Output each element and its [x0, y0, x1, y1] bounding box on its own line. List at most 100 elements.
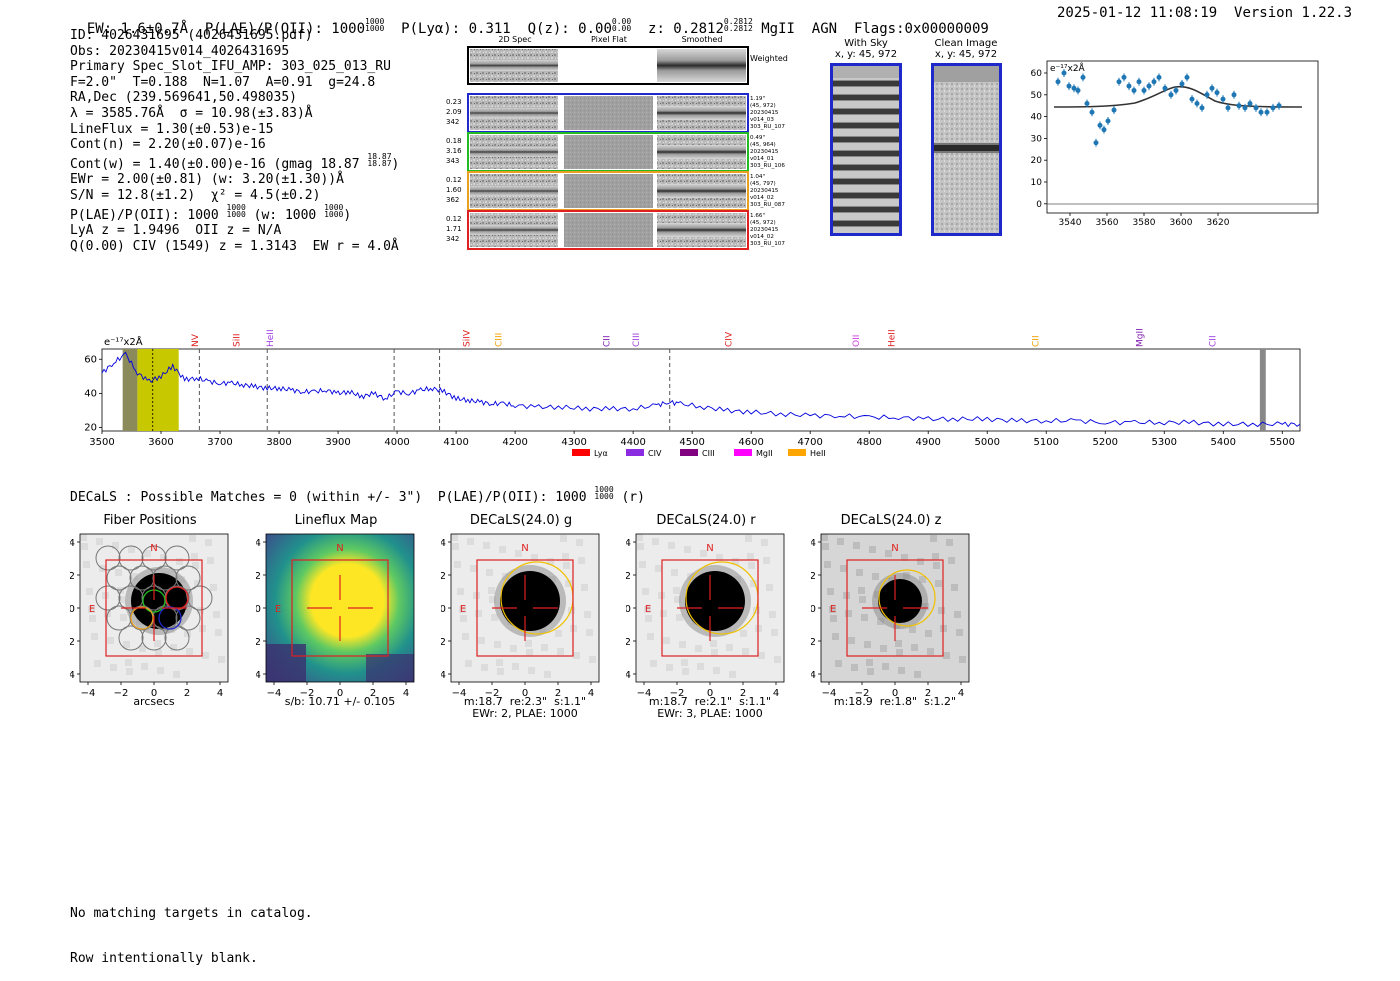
zoom-ytick: 60: [1031, 69, 1043, 79]
zoom-point: [1089, 109, 1095, 115]
header-agn: AGN: [811, 21, 838, 37]
panel-xtick: −4: [81, 688, 96, 699]
panel-xtick: 0: [892, 688, 898, 699]
zoom-point: [1146, 83, 1152, 89]
header-plae: P(LAE)/P(OII): 1000: [204, 21, 366, 37]
spectrum-xtick: 3700: [207, 437, 232, 448]
cutout-right-text: 1.04": [750, 174, 765, 180]
zoom-point: [1214, 90, 1220, 96]
spectrum-xtick: 3900: [325, 437, 350, 448]
zoom-point: [1168, 92, 1174, 98]
col-2d-label: 2D Spec: [498, 35, 531, 44]
decals-header: DECaLS : Possible Matches = 0 (within +/…: [70, 485, 645, 506]
panel-ytick: 2: [811, 571, 816, 582]
cutout-right-text: 0.49": [750, 135, 765, 141]
zoom-point: [1121, 74, 1127, 80]
compass-n: N: [150, 543, 157, 554]
compass-n: N: [706, 543, 713, 554]
weighted-sum-label: Weighted Sum: [750, 54, 790, 63]
cutout-left-text: 342: [446, 235, 459, 243]
panel-ytick: −4: [70, 670, 75, 681]
info-lineflux: LineFlux = 1.30(±0.53)e-15: [70, 121, 274, 137]
cutout-left-text: 3.16: [446, 147, 462, 155]
spectrum-xtick: 4800: [856, 437, 881, 448]
cutout-right-text: 303_RU_087: [750, 202, 785, 208]
info-qciv: Q(0.00) CIV (1549) z = 1.3143 EW r = 4.0…: [70, 238, 399, 254]
zoom-point: [1270, 105, 1276, 111]
zoom-point: [1101, 127, 1107, 133]
zoom-point: [1225, 105, 1231, 111]
emission-line-label: NV: [191, 333, 201, 347]
info-id: ID: 4026431695 (4026431695.pdf): [70, 28, 313, 43]
panel-caption: m:18.7 re:2.3" s:1.1" EWr: 2, PLAE: 1000: [463, 695, 587, 720]
panel-title: DECaLS(24.0) z: [840, 513, 942, 528]
col-flat-label: Pixel Flat: [591, 35, 627, 44]
panel-xtick: 2: [555, 688, 561, 699]
zoom-point: [1242, 105, 1248, 111]
zoom-point: [1136, 79, 1142, 85]
panel-image: N E 4 2 0 −2 −4 −4 −2 0 2 4: [811, 533, 970, 699]
panel-ytick: 4: [256, 538, 261, 549]
cutout-left-text: 0.12: [446, 176, 462, 184]
panel-xtick: −4: [822, 688, 837, 699]
cutout-flat: [564, 174, 653, 208]
sky-band: [1259, 349, 1266, 431]
panel-image: N E 4 2 0 −2 −4 −4 −2 0 2 4: [70, 533, 229, 699]
emission-line-label: CIII: [495, 333, 505, 347]
panel-xtick: 0: [151, 688, 157, 699]
zoom-point: [1071, 85, 1077, 91]
spectrum-unit: e⁻¹⁷x2Å: [104, 335, 143, 348]
zoom-point: [1173, 87, 1179, 93]
panel-caption: arcsecs: [133, 695, 175, 708]
panel-ytick: 4: [441, 538, 446, 549]
zoom-point: [1247, 101, 1253, 107]
info-radec: RA,Dec (239.569641,50.498035): [70, 90, 297, 106]
clean-image: [931, 63, 1002, 236]
zoom-point: [1105, 118, 1111, 124]
emission-line-label: HeII: [266, 329, 276, 347]
cutout-left-text: 0.23: [446, 98, 462, 106]
panel-ytick: −2: [256, 637, 261, 648]
compass-e: E: [830, 604, 836, 615]
cutout-flat: [564, 213, 653, 247]
zoom-xtick: 3540: [1059, 218, 1082, 228]
info-contw: Cont(w) = 1.40(±0.00)e-16 (gmag 18.87 18…: [70, 151, 400, 172]
zoom-point: [1131, 87, 1137, 93]
zoom-point: [1151, 79, 1157, 85]
emission-line-label: MgII: [1135, 328, 1145, 347]
footer: No matching targets in catalog. Row inte…: [70, 876, 313, 981]
spectrum-xtick: 5400: [1211, 437, 1236, 448]
cutout-left-text: 1.60: [446, 186, 462, 194]
zoom-point: [1097, 122, 1103, 128]
info-contn: Cont(n) = 2.20(±0.07)e-16: [70, 137, 266, 153]
zoom-point: [1162, 85, 1168, 91]
spectrum-xtick: 4700: [797, 437, 822, 448]
legend-swatch: [626, 449, 644, 456]
info-fwhm: F=2.0" T=0.188 N=1.07 A=0.91 g=24.8: [70, 74, 376, 90]
panel-xtick: 4: [588, 688, 594, 699]
zoom-point: [1220, 96, 1226, 102]
spectrum-xtick: 4900: [915, 437, 940, 448]
zoom-point: [1080, 74, 1086, 80]
panel-caption: s/b: 10.71 +/- 0.105: [284, 695, 396, 708]
with-sky-title: With Sky x, y: 45, 972: [834, 38, 898, 60]
header-flags: Flags:0x00000009: [853, 21, 989, 37]
spectrum-xtick: 3600: [148, 437, 173, 448]
legend-label: HeII: [810, 449, 826, 458]
zoom-xtick: 3560: [1096, 218, 1119, 228]
spectrum-xtick: 4500: [679, 437, 704, 448]
zoom-chart: e⁻¹⁷x2Å 60 50 40 30 20 10 0 3540 3560 3580 3600 36…: [1031, 60, 1319, 228]
emission-line-label: HeII: [888, 329, 898, 347]
panel-image: N E 4 2 0 −2 −4 −4 −2 0 2 4: [626, 533, 785, 699]
panel-xtick: 2: [740, 688, 746, 699]
panel-image: N E 4 2 0 −2 −4 −4 −2 0 2 4: [256, 533, 415, 699]
cutout-left-text: 1.71: [446, 225, 462, 233]
panel-xtick: 4: [773, 688, 779, 699]
header-datetime: 2025-01-12 11:08:19: [1057, 5, 1218, 21]
zoom-point: [1264, 109, 1270, 115]
panel-ytick: −4: [256, 670, 261, 681]
header-version: Version 1.22.3: [1234, 5, 1353, 21]
panel-xtick: −4: [637, 688, 652, 699]
spectrum-ytick: 20: [84, 423, 97, 434]
footer-line2: Row intentionally blank.: [70, 951, 258, 966]
